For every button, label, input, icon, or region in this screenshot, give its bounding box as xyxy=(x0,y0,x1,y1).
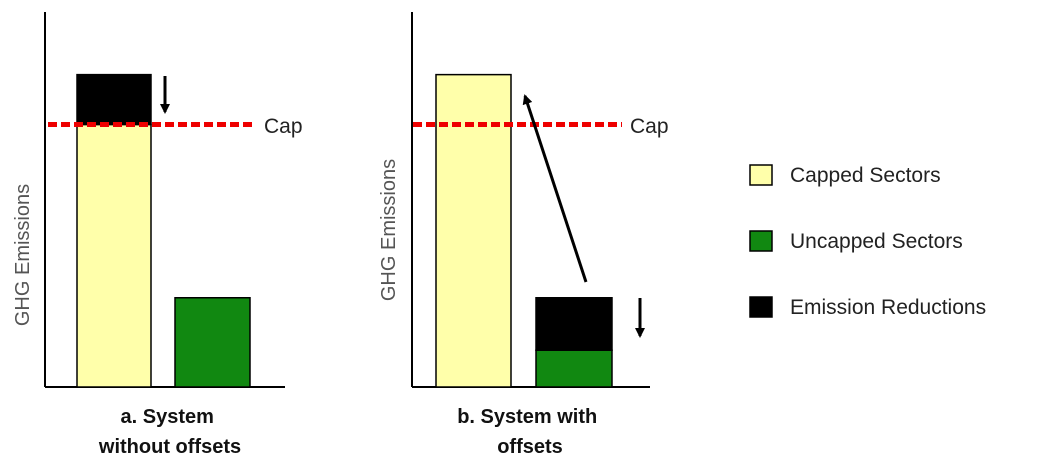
bar-capped-sectors-b xyxy=(435,73,512,388)
bar-capped-sectors-a xyxy=(76,123,152,388)
legend-swatch-reductions xyxy=(749,296,773,318)
panel-a: GHG Emissions Cap a. System without offs… xyxy=(12,12,303,458)
panel-a-title: a. System without offsets xyxy=(98,406,241,458)
panel-b: GHG Emissions Cap b. System with offsets xyxy=(378,12,669,458)
legend-label-uncapped: Uncapped Sectors xyxy=(790,230,963,253)
legend-label-reductions: Emission Reductions xyxy=(790,296,986,319)
bar-emission-reductions-a xyxy=(76,73,152,126)
panel-b-title: b. System with offsets xyxy=(457,406,603,458)
legend-label-capped: Capped Sectors xyxy=(790,164,941,187)
bar-uncapped-sectors-b xyxy=(535,349,613,388)
bar-emission-reductions-b xyxy=(535,297,613,351)
panel-b-cap-label: Cap xyxy=(630,115,669,138)
panel-b-offset-arrow xyxy=(522,94,588,283)
legend-swatch-capped xyxy=(749,164,773,186)
legend-swatch-uncapped xyxy=(749,230,773,252)
panel-a-cap-label: Cap xyxy=(264,115,303,138)
panel-b-bars xyxy=(435,73,613,388)
panel-a-bars xyxy=(76,73,251,388)
legend: Capped Sectors Uncapped Sectors Emission… xyxy=(749,164,986,319)
panel-b-y-label: GHG Emissions xyxy=(378,159,400,301)
bar-uncapped-sectors-a xyxy=(174,297,251,388)
panel-a-y-label: GHG Emissions xyxy=(12,184,34,326)
